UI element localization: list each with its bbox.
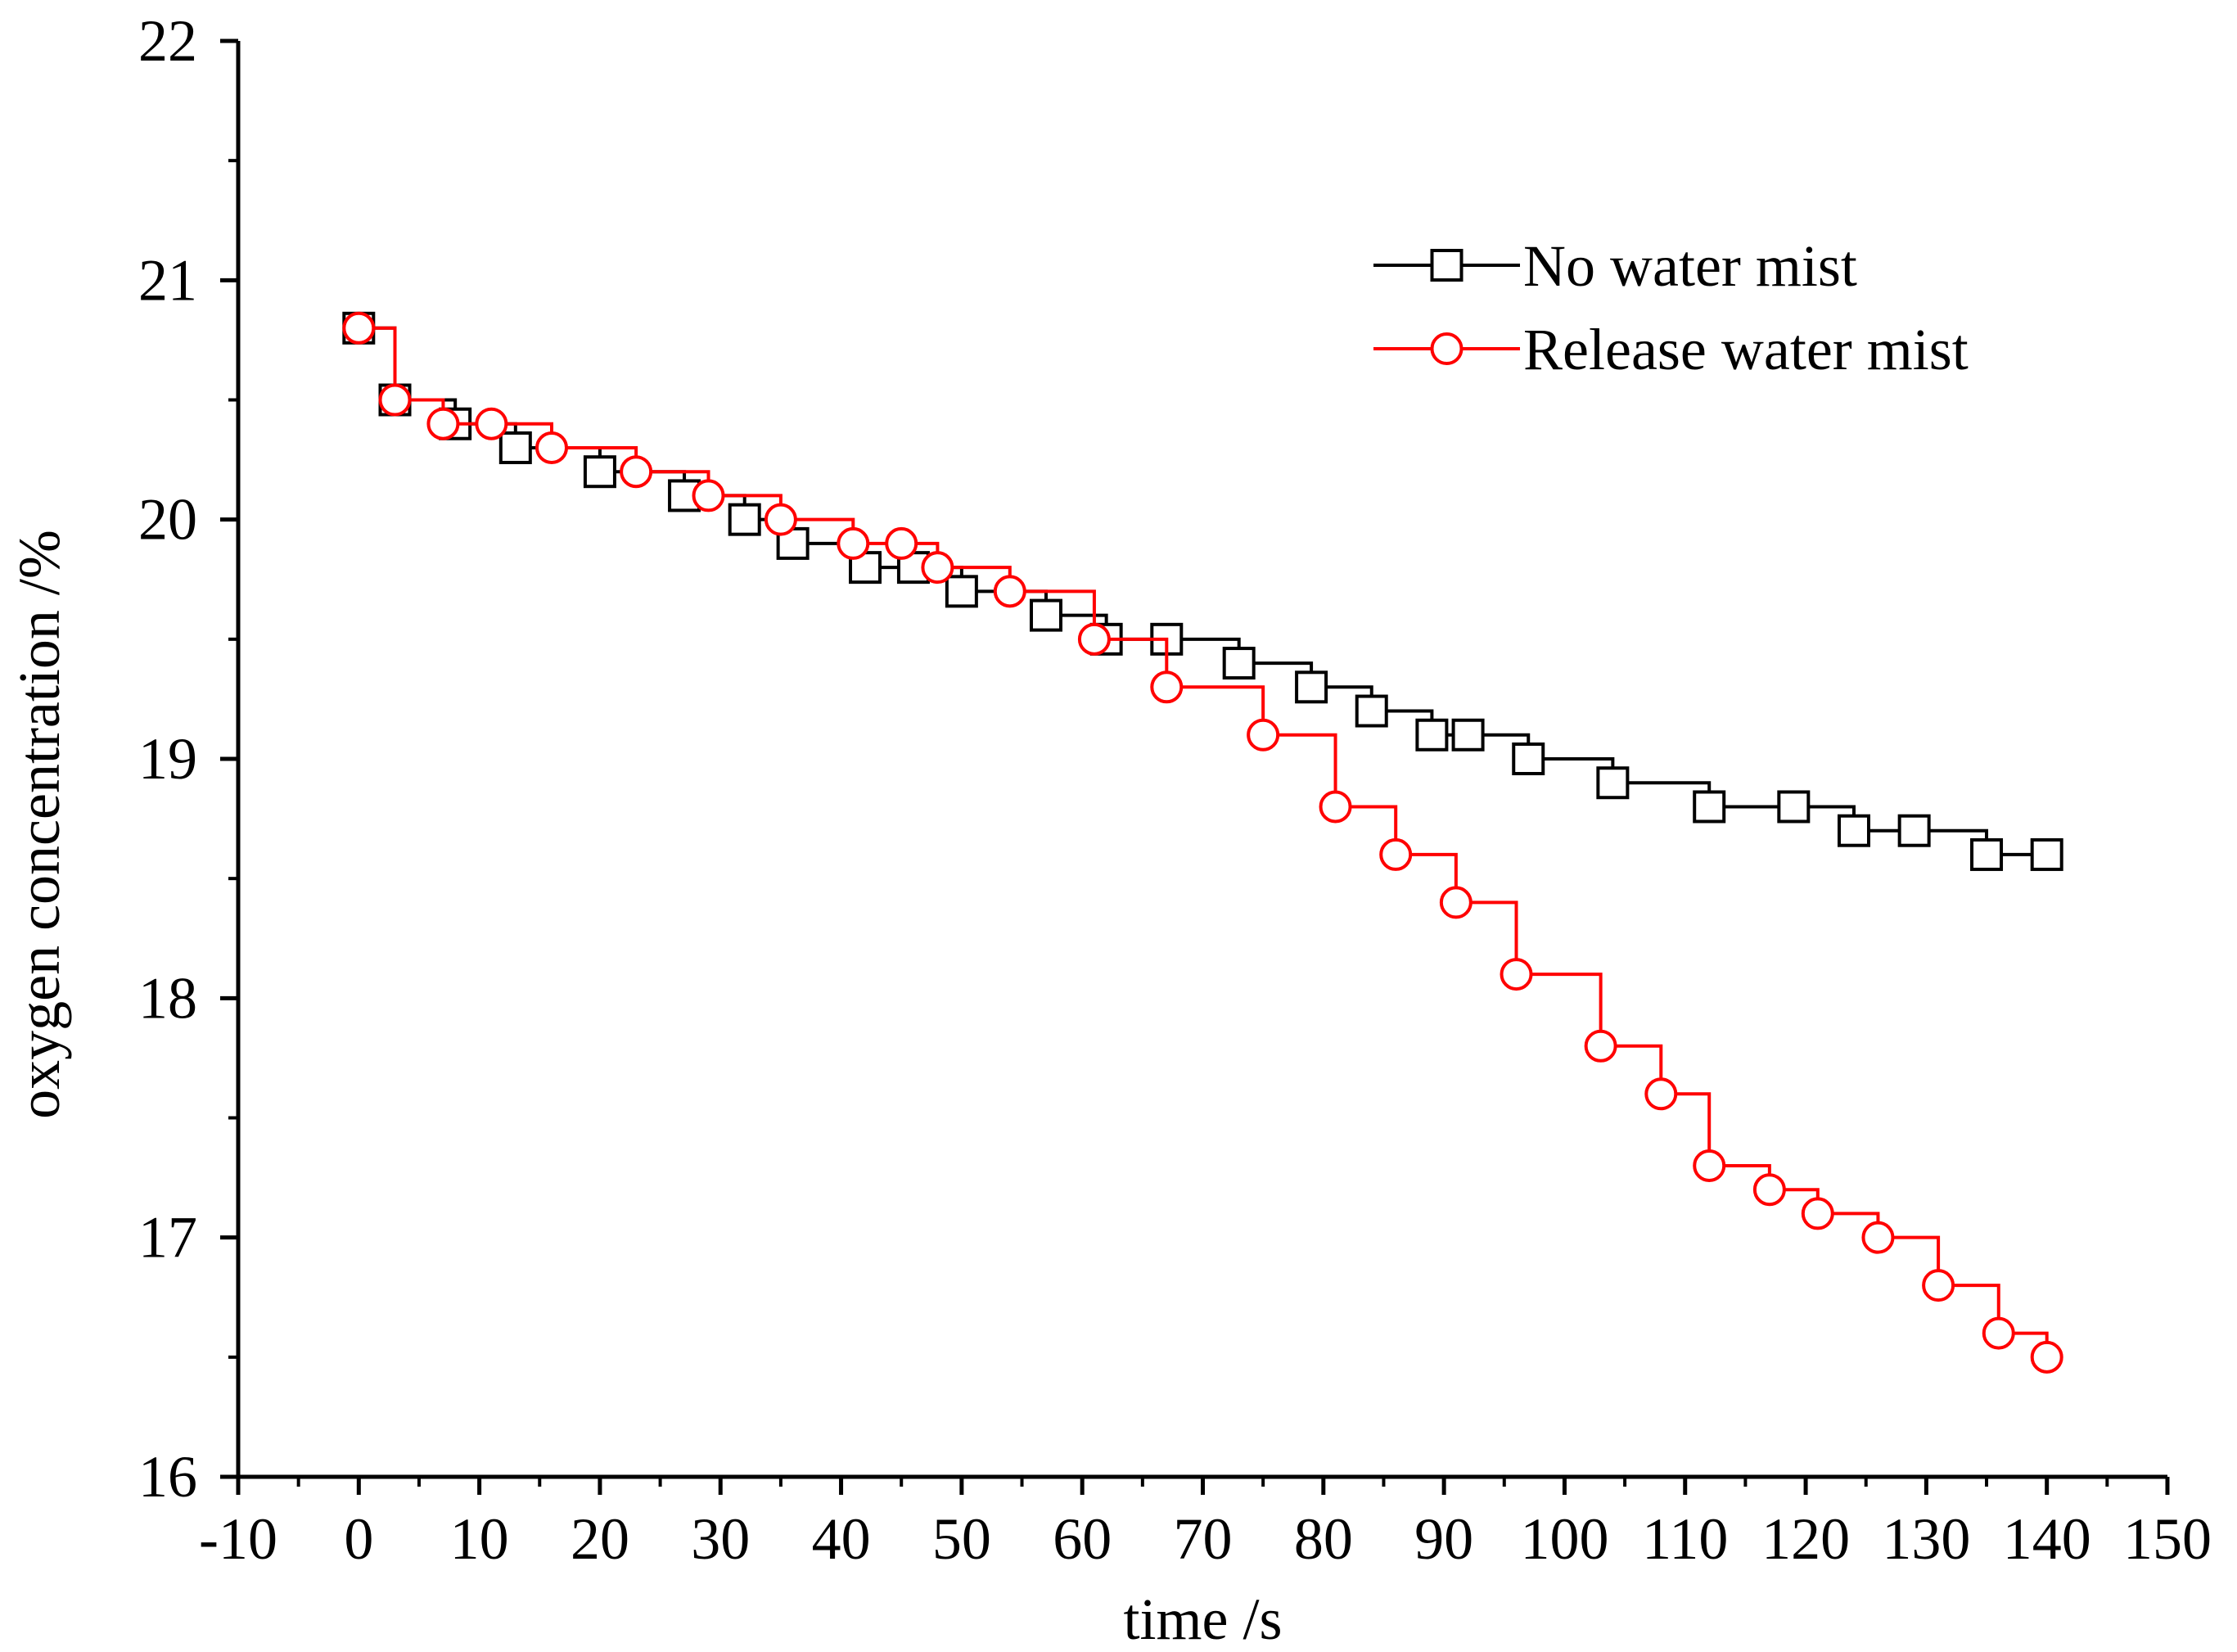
x-tick-label: 140 <box>2003 1506 2091 1572</box>
data-point <box>1837 814 1870 847</box>
data-point <box>692 479 725 512</box>
legend-entry: No water mist <box>1373 233 1857 299</box>
data-point <box>1752 1173 1786 1207</box>
data-point <box>1500 958 1533 991</box>
legend-marker <box>1430 332 1464 365</box>
x-tick-label: 70 <box>1174 1506 1233 1572</box>
data-point <box>945 575 978 608</box>
y-tick-label: 18 <box>138 965 197 1031</box>
data-point <box>1077 622 1111 656</box>
data-point <box>1295 670 1328 704</box>
data-point <box>1693 1149 1726 1182</box>
data-point <box>1512 742 1545 775</box>
data-point <box>1861 1221 1895 1254</box>
data-point <box>1801 1197 1834 1230</box>
data-point <box>475 407 508 440</box>
data-point <box>1451 718 1485 752</box>
legend-label: No water mist <box>1523 233 1857 299</box>
data-point <box>1319 790 1352 824</box>
data-point <box>764 503 797 536</box>
y-tick-label: 16 <box>138 1444 197 1510</box>
legend-label: Release water mist <box>1523 317 1969 382</box>
legend-entry: Release water mist <box>1373 317 1969 382</box>
x-tick-label: -10 <box>199 1506 277 1572</box>
data-point <box>728 503 761 536</box>
x-tick-label: 60 <box>1053 1506 1112 1572</box>
series-0 <box>342 311 2063 871</box>
data-point <box>426 407 460 440</box>
y-tick-label: 21 <box>138 247 197 313</box>
x-axis-title: time /s <box>1124 1587 1283 1652</box>
data-point <box>1439 886 1473 919</box>
y-axis-title: oxygen concentration /% <box>7 530 72 1119</box>
data-point <box>342 311 376 345</box>
x-tick-label: 50 <box>932 1506 991 1572</box>
x-tick-label: 20 <box>571 1506 629 1572</box>
data-point <box>1596 766 1630 800</box>
series-layer <box>342 311 2063 1374</box>
series-line <box>359 326 2047 856</box>
data-point <box>1693 790 1726 824</box>
data-point <box>535 431 569 464</box>
x-tick-label: 110 <box>1642 1506 1728 1572</box>
data-point <box>1644 1077 1678 1111</box>
y-tick-label: 20 <box>138 487 197 553</box>
x-tick-label: 100 <box>1520 1506 1608 1572</box>
data-point <box>2030 1340 2063 1374</box>
legend: No water mist Release water mist <box>1373 233 1969 382</box>
x-tick-label: 150 <box>2123 1506 2212 1572</box>
data-point <box>1982 1316 2015 1350</box>
data-point <box>1222 647 1256 680</box>
legend-marker <box>1430 249 1464 282</box>
series-1 <box>342 311 2063 1374</box>
data-point <box>378 383 412 417</box>
data-point <box>2030 837 2063 871</box>
x-tick-label: 130 <box>1882 1506 1970 1572</box>
data-point <box>921 551 954 585</box>
data-point <box>1584 1029 1617 1063</box>
data-point <box>885 526 918 560</box>
data-point <box>837 526 870 560</box>
data-point <box>1970 837 2004 871</box>
axes: -10 0 10 20 30 40 50 60 70 80 90 100 110 120 130 140 150… <box>138 8 2212 1572</box>
data-point <box>620 455 653 489</box>
y-tick-label: 22 <box>138 8 197 74</box>
data-point <box>1379 837 1413 871</box>
y-tick-label: 17 <box>138 1205 197 1271</box>
data-point <box>993 575 1026 608</box>
x-tick-label: 80 <box>1294 1506 1353 1572</box>
x-tick-label: 10 <box>450 1506 509 1572</box>
x-tick-label: 0 <box>344 1506 373 1572</box>
data-point <box>1897 814 1931 847</box>
data-point <box>498 431 532 464</box>
x-tick-label: 40 <box>812 1506 871 1572</box>
x-tick-label: 30 <box>691 1506 750 1572</box>
data-point <box>1415 718 1449 752</box>
data-point <box>1247 718 1280 752</box>
data-point <box>583 455 616 489</box>
data-point <box>1355 694 1388 728</box>
data-point <box>1029 598 1062 632</box>
x-tick-label: 120 <box>1761 1506 1850 1572</box>
data-point <box>1150 670 1184 704</box>
x-tick-label: 90 <box>1414 1506 1473 1572</box>
y-tick-label: 19 <box>138 726 197 792</box>
data-point <box>1922 1269 1955 1302</box>
data-point <box>1777 790 1811 824</box>
